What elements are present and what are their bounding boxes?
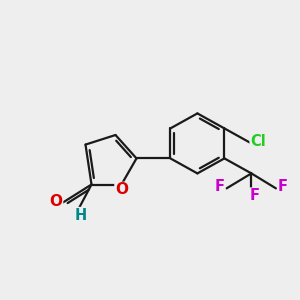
Text: H: H bbox=[75, 208, 87, 223]
Text: O: O bbox=[115, 182, 128, 197]
Text: F: F bbox=[278, 179, 288, 194]
Text: F: F bbox=[249, 188, 260, 203]
Text: F: F bbox=[215, 179, 225, 194]
Text: Cl: Cl bbox=[250, 134, 266, 149]
Text: O: O bbox=[50, 194, 63, 209]
